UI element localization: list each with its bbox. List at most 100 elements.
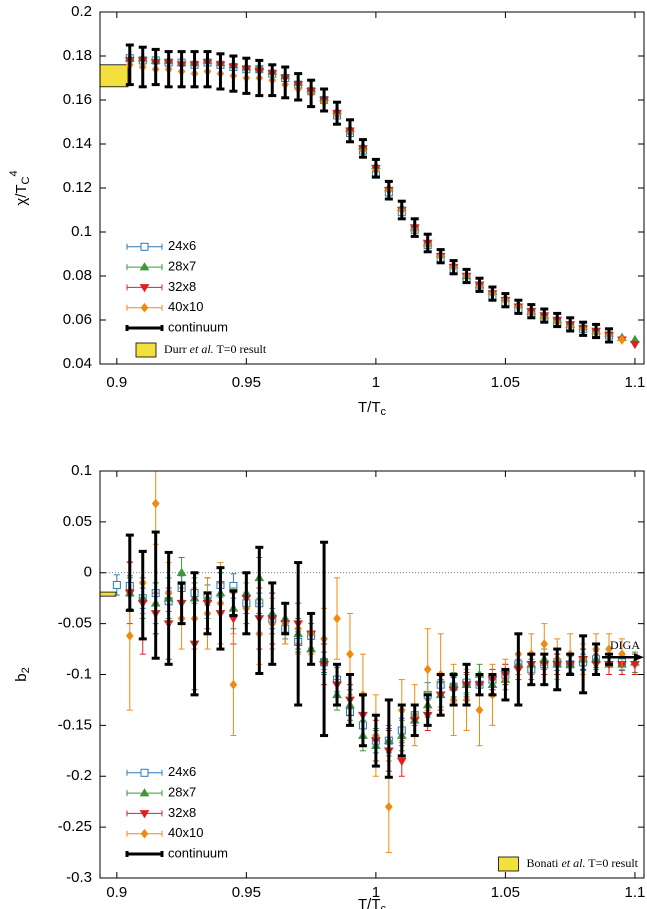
marker-diamond (140, 828, 149, 839)
error-bar (333, 100, 342, 126)
error-bar (384, 179, 393, 201)
y-axis-label-sub: C (20, 176, 32, 184)
error-bar (138, 45, 147, 89)
error-bar (164, 550, 173, 666)
error-bar (242, 56, 251, 95)
error-bar (540, 652, 549, 687)
error-bar (397, 199, 406, 221)
marker-diamond (229, 679, 238, 690)
error-bar (384, 698, 393, 779)
error-bar (203, 591, 212, 636)
error-bar (255, 58, 264, 98)
x-tick-label: 1.05 (491, 884, 520, 901)
reference-band (100, 591, 117, 597)
error-bar (125, 43, 134, 87)
x-tick-label: 1 (372, 884, 380, 901)
error-bar (423, 693, 432, 727)
y-tick-label: 0.18 (63, 47, 92, 64)
reference-legend-box (135, 342, 157, 358)
error-bar (281, 65, 290, 100)
error-bar (358, 693, 367, 748)
x-axis-label-sub: c (381, 903, 387, 909)
reference-legend-part: Durr (164, 342, 190, 356)
marker-triangle (139, 810, 150, 819)
arrow-head (634, 653, 644, 662)
x-tick-label: 1.1 (625, 884, 646, 901)
y-tick-label: 0.12 (63, 179, 92, 196)
arrow-label: DIGA (610, 638, 640, 652)
error-bar (229, 589, 238, 617)
error-bar (553, 647, 562, 692)
error-bar (462, 267, 471, 285)
reference-band (100, 64, 129, 88)
x-axis-label-sub: c (381, 406, 387, 418)
error-bar (488, 285, 497, 302)
error-bar (540, 307, 549, 324)
error-bar (449, 673, 458, 707)
error-bar (203, 50, 212, 89)
y-axis-label-sub: 2 (20, 667, 32, 673)
x-tick-label: 0.9 (106, 884, 127, 901)
legend-label: 28x7 (168, 259, 196, 274)
error-bar (579, 320, 588, 337)
x-tick-label: 1.05 (491, 374, 520, 391)
x-tick-label: 0.95 (232, 374, 261, 391)
marker-square (140, 768, 149, 777)
series-24x6 (112, 572, 626, 754)
error-bar (125, 533, 134, 612)
y-tick-label: 0.14 (63, 135, 92, 152)
y-tick-label: -0.25 (58, 818, 92, 835)
error-bar (371, 157, 380, 179)
error-bar (397, 703, 406, 758)
error-bar (151, 47, 160, 87)
y-axis-label-main: χ/T (13, 184, 30, 205)
x-axis-label-main: T/T (358, 399, 381, 416)
marker-square (112, 580, 121, 589)
error-bar (475, 673, 484, 697)
y-tick-label: 0.1 (71, 462, 92, 479)
error-bar (281, 601, 290, 636)
reference-legend-part: et al. (561, 856, 585, 870)
error-bar (488, 673, 497, 697)
marker-square (140, 242, 149, 251)
series-continuum (125, 43, 614, 344)
legend-label: 40x10 (168, 299, 203, 314)
legend-item: 32x8 (126, 805, 196, 820)
y-tick-label: 0.2 (71, 3, 92, 20)
error-bar (177, 581, 186, 626)
marker-diamond (423, 664, 432, 675)
error-bar (320, 87, 329, 113)
y-tick-label: 0.06 (63, 311, 92, 328)
y-tick-label: -0.05 (58, 615, 92, 632)
legend-item: 28x7 (126, 259, 196, 274)
legend-item: 40x10 (126, 299, 203, 314)
error-bar (190, 571, 199, 697)
legend-label: 40x10 (168, 825, 203, 840)
error-bar (436, 248, 445, 265)
marker-triangle (630, 661, 640, 670)
y-tick-label: 0.16 (63, 91, 92, 108)
x-tick-label: 1 (372, 374, 380, 391)
marker-triangle (630, 340, 640, 350)
y-tick-label: 0.08 (63, 267, 92, 284)
legend-item: 24x6 (126, 238, 196, 253)
error-bar (410, 703, 419, 738)
error-bar (345, 118, 354, 144)
error-bar (592, 642, 601, 676)
y-tick-label: -0.1 (66, 665, 92, 682)
plot-area (100, 43, 640, 350)
reference-legend-part: et al. (190, 342, 214, 356)
y-axis-label: χ/TC4 (8, 170, 32, 205)
error-bar (164, 50, 173, 89)
error-bar (579, 634, 588, 695)
error-bar (423, 232, 432, 254)
y-axis-label: b2 (13, 667, 32, 681)
legend-label: 32x8 (168, 279, 196, 294)
series-32x8 (124, 551, 640, 777)
marker-diamond (475, 705, 484, 715)
marker-triangle (396, 757, 407, 766)
error-bar (371, 713, 380, 768)
marker-diamond (151, 498, 160, 509)
legend-item: 40x10 (126, 825, 203, 840)
series-40x10 (125, 471, 626, 854)
